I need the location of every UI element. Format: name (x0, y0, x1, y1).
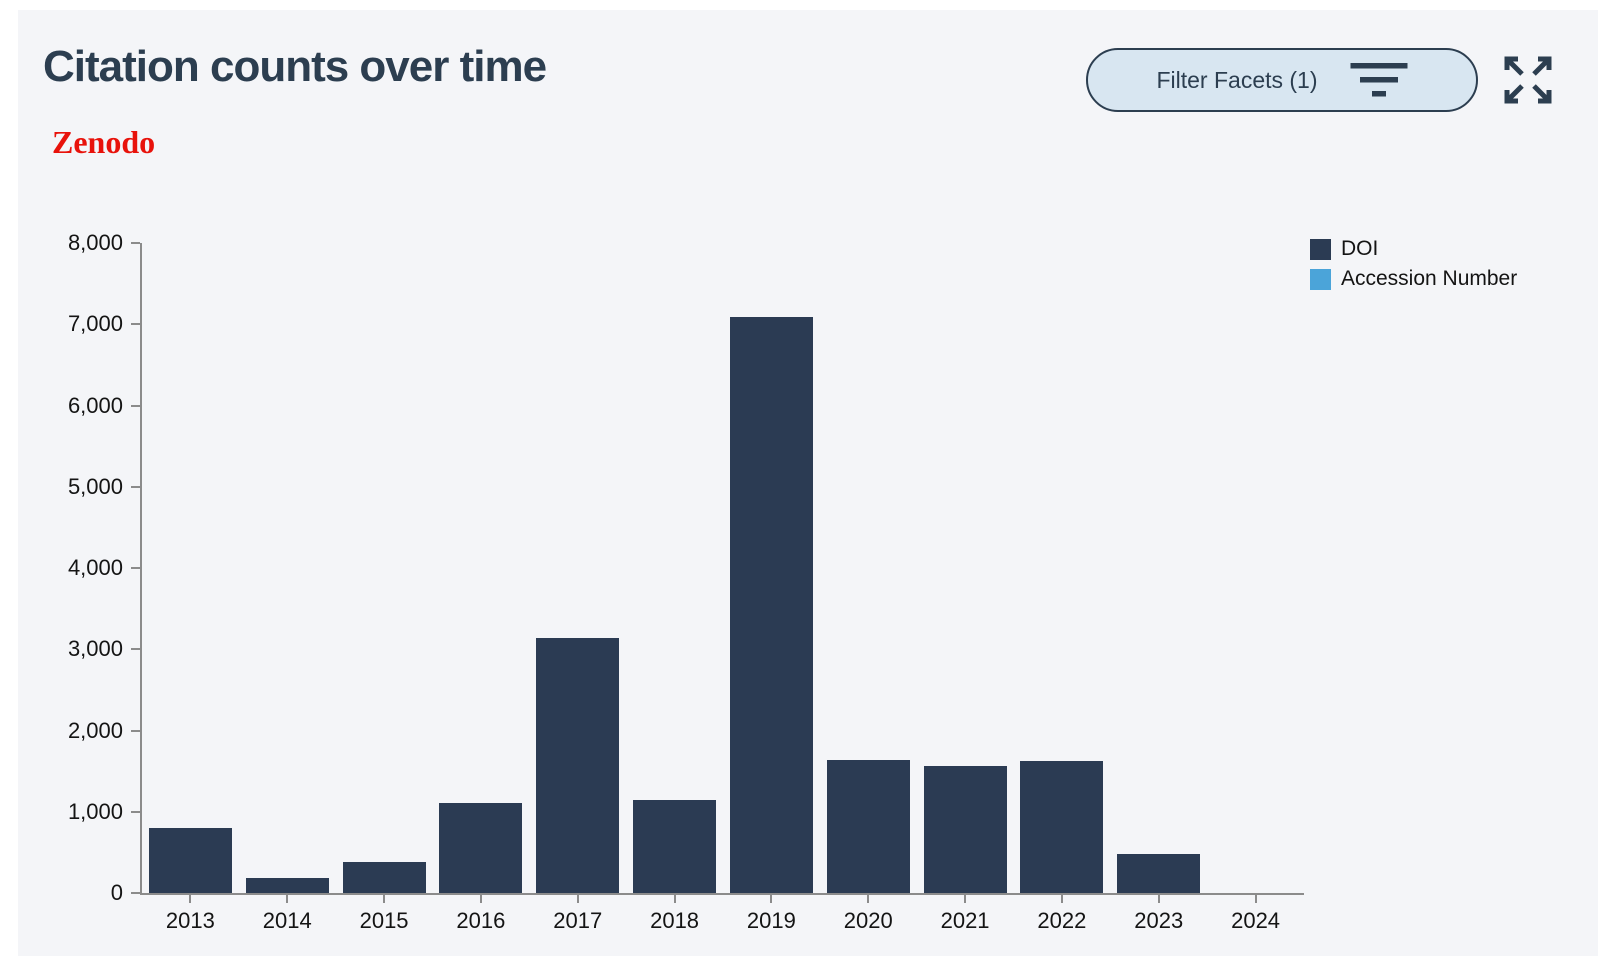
bar-doi-2014[interactable] (245, 878, 329, 893)
chart-legend: DOI Accession Number (1310, 237, 1517, 291)
x-axis-label: 2020 (843, 908, 893, 933)
x-axis-tick (1060, 893, 1063, 903)
x-axis-tick (189, 893, 192, 903)
y-axis-tick (131, 323, 140, 326)
x-axis-label: 2024 (1231, 908, 1281, 933)
y-axis-tick (131, 729, 140, 732)
x-axis-label: 2016 (456, 908, 506, 933)
y-axis-tick (131, 892, 140, 894)
bar-doi-2018[interactable] (633, 800, 717, 893)
bar-doi-2021[interactable] (923, 766, 1007, 893)
y-axis-label: 3,000 (67, 636, 123, 662)
x-axis-tick (479, 893, 482, 903)
legend-swatch (1310, 238, 1331, 260)
y-axis-tick (131, 242, 140, 244)
x-axis-tick (383, 893, 386, 903)
y-axis-label: 4,000 (67, 555, 123, 580)
bar-doi-2017[interactable] (536, 638, 620, 893)
filter-funnel-icon (1350, 62, 1408, 98)
legend-label: DOI (1341, 237, 1379, 260)
bar-doi-2019[interactable] (729, 317, 813, 893)
y-axis-label: 0 (110, 880, 123, 905)
x-axis-label: 2019 (746, 908, 796, 933)
y-axis-tick (131, 404, 140, 407)
x-axis-label: 2013 (165, 908, 215, 933)
y-axis-label: 8,000 (67, 230, 123, 255)
x-axis-tick (673, 893, 676, 903)
legend-swatch (1310, 268, 1331, 290)
bar-doi-2015[interactable] (342, 862, 426, 893)
x-axis-label: 2014 (262, 908, 312, 933)
y-axis-label: 2,000 (67, 717, 123, 743)
x-axis-tick (867, 893, 870, 903)
x-axis-tick (1157, 893, 1160, 903)
filter-facets-button[interactable]: Filter Facets (1) (1086, 48, 1478, 112)
y-axis-tick (131, 485, 140, 488)
y-axis-tick (131, 810, 140, 813)
x-axis-tick (770, 893, 773, 903)
bar-doi-2013[interactable] (148, 828, 232, 893)
filter-facets-button-label: Filter Facets (1) (1156, 66, 1318, 93)
x-axis-tick (576, 893, 579, 903)
x-axis-tick (964, 893, 967, 903)
page-title: Citation counts over time (43, 42, 547, 91)
bar-doi-2016[interactable] (439, 803, 523, 893)
y-axis-label: 6,000 (67, 392, 123, 418)
y-axis-tick (131, 567, 140, 569)
y-axis-label: 1,000 (67, 798, 123, 824)
x-axis-tick (1254, 893, 1257, 903)
bar-doi-2020[interactable] (826, 760, 910, 893)
bar-chart-plot-area: 0 1,000 2,000 3,000 4,000 5,000 6,000 7,000 8,00… (68, 231, 1304, 933)
x-axis-label: 2022 (1037, 908, 1087, 933)
legend-item-doi[interactable]: DOI (1310, 237, 1517, 261)
x-axis-label: 2017 (553, 908, 603, 933)
y-axis-label: 5,000 (67, 473, 123, 499)
legend-label: Accession Number (1341, 267, 1518, 290)
source-label: Zenodo (52, 124, 156, 160)
y-axis-label: 7,000 (67, 311, 123, 337)
legend-item-accession-number[interactable]: Accession Number (1310, 267, 1517, 291)
expand-arrows-icon (1500, 52, 1556, 108)
bar-doi-2022[interactable] (1020, 761, 1104, 893)
y-axis-tick (131, 648, 140, 651)
x-axis-label: 2018 (650, 908, 700, 933)
x-axis-label: 2021 (940, 908, 990, 933)
x-axis-tick (286, 893, 289, 903)
expand-button[interactable] (1500, 52, 1556, 108)
bar-doi-2023[interactable] (1117, 854, 1201, 893)
x-axis-label: 2023 (1134, 908, 1184, 933)
x-axis-label: 2015 (359, 908, 409, 933)
